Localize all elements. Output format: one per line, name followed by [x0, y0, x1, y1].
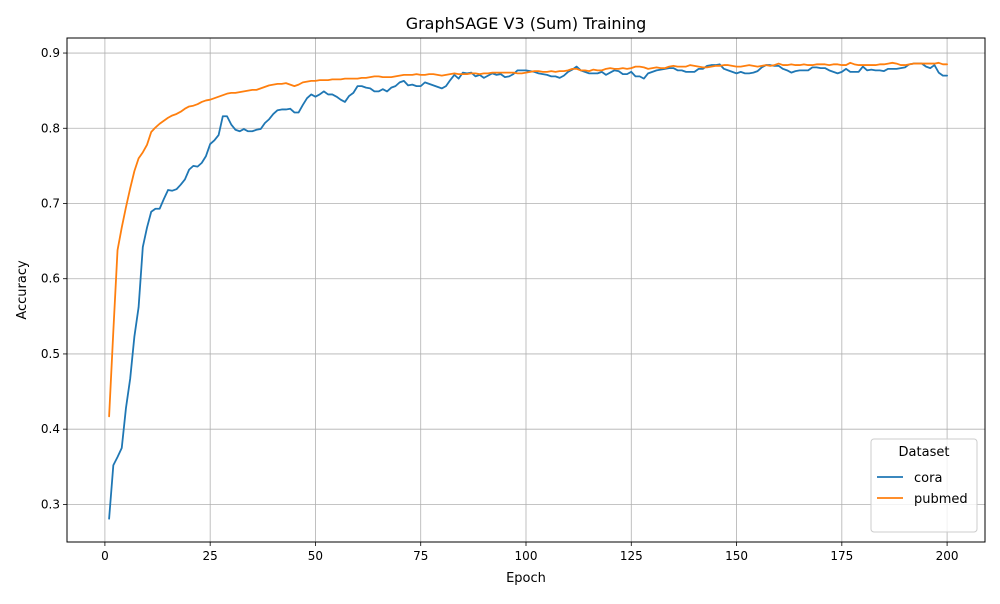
legend-entries: cora pubmed: [877, 471, 968, 507]
series-line-cora: [108, 62, 948, 520]
x-tick-label: 0: [101, 549, 109, 563]
legend-box: [870, 438, 978, 533]
y-tick-label: 0.3: [41, 497, 60, 511]
x-tick-label: 200: [936, 549, 959, 563]
y-tick-label: 0.5: [41, 347, 60, 361]
legend-title: Dataset: [899, 445, 950, 460]
legend: Dataset cora pubmed: [870, 438, 978, 533]
x-tick-label: 175: [830, 549, 853, 563]
series-layer: [108, 61, 948, 520]
series-line-pubmed: [108, 61, 948, 418]
legend-label-cora: cora: [914, 471, 942, 486]
x-tick-label: 100: [515, 549, 538, 563]
y-tick-label: 0.9: [41, 46, 60, 60]
chart-title: GraphSAGE V3 (Sum) Training: [406, 14, 647, 33]
x-tick-label: 50: [308, 549, 323, 563]
x-tick-label: 25: [203, 549, 218, 563]
x-tick-label: 125: [620, 549, 643, 563]
grid-layer: [67, 38, 985, 542]
x-axis-label: Epoch: [506, 571, 546, 586]
y-tick-label: 0.7: [41, 196, 60, 210]
y-tick-label: 0.4: [41, 422, 60, 436]
x-tick-label: 75: [413, 549, 428, 563]
x-tick-label: 150: [725, 549, 748, 563]
y-axis-label: Accuracy: [15, 260, 30, 320]
tick-layer: 0 25 50 75 100 125 150 175 200 0.3 0.4 0.5 0.6 0.7 0.8…: [41, 46, 959, 563]
y-tick-label: 0.8: [41, 121, 60, 135]
legend-label-pubmed: pubmed: [914, 492, 968, 507]
y-tick-label: 0.6: [41, 272, 60, 286]
